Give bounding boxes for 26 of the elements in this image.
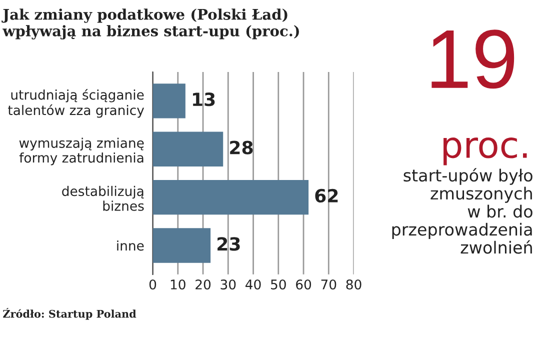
- y-tick-label: utrudniają ściąganie talentów zza granicy: [8, 89, 144, 118]
- bar: [152, 132, 224, 166]
- text: 19: [432, 30, 514, 89]
- bar: [152, 84, 186, 118]
- data-label: 62: [315, 188, 338, 203]
- bar: [152, 228, 211, 263]
- x-tick-label: 10: [170, 279, 186, 290]
- y-tick-label: destabilizują biznes: [62, 186, 144, 211]
- x-tick-label: 20: [196, 279, 211, 290]
- data-label: 28: [230, 140, 253, 154]
- text: Źródło: Startup Poland: [3, 308, 136, 320]
- y-tick-label: inne: [117, 240, 144, 251]
- data-label: 23: [218, 237, 240, 251]
- bar: [152, 180, 309, 215]
- x-tick-label: 0: [149, 279, 156, 290]
- y-tick-label: wymuszają zmianę formy zatrudnienia: [19, 138, 144, 166]
- text: proc.: [444, 138, 527, 166]
- x-tick-label: 80: [346, 279, 362, 290]
- x-tick-label: 30: [220, 279, 236, 290]
- x-tick-label: 60: [296, 279, 312, 290]
- chart-title: Jak zmiany podatkowe (Polski Ład) wpływają na biznes start-upu (proc.): [2, 8, 299, 40]
- x-tick-label: 40: [246, 279, 261, 290]
- text: start-upów było zmuszonych w br. do przeprowadzenia zwolnień: [392, 168, 532, 254]
- x-tick-label: 70: [321, 279, 336, 290]
- data-label: 13: [193, 92, 215, 106]
- x-tick-label: 50: [271, 279, 286, 290]
